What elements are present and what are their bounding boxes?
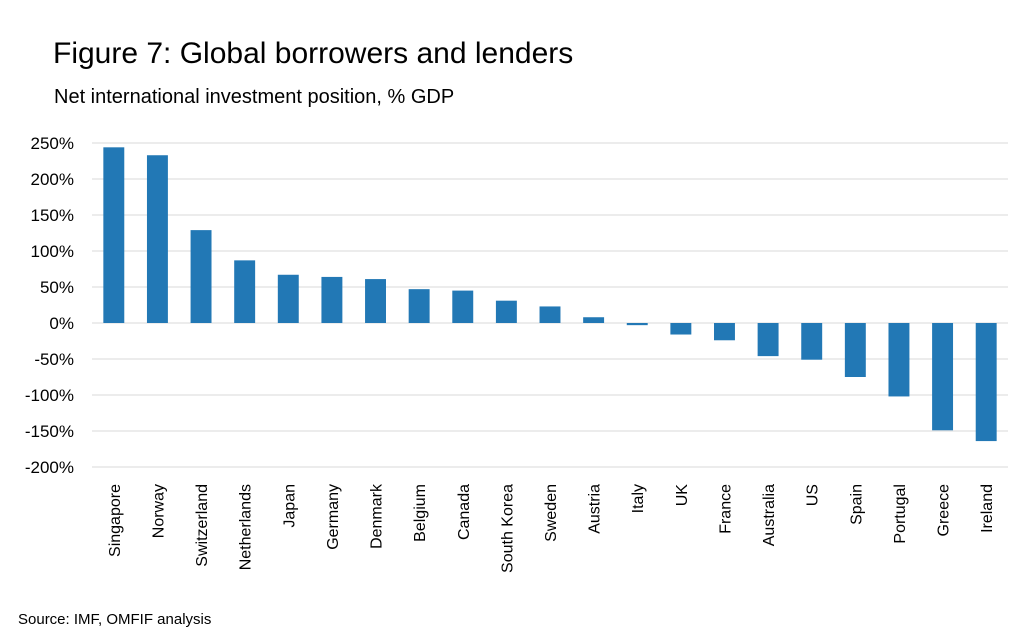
bar-austria: [583, 317, 605, 323]
y-tick-label: -100%: [25, 386, 74, 405]
y-tick-label: 50%: [40, 278, 74, 297]
x-tick-label: Germany: [325, 484, 342, 550]
bar-france: [714, 323, 735, 341]
y-tick-label: 200%: [31, 170, 74, 189]
bars: [103, 147, 997, 442]
x-tick-label: US: [805, 484, 822, 506]
x-tick-label: Canada: [456, 484, 473, 540]
bar-ireland: [975, 323, 997, 442]
y-tick-label: 100%: [31, 242, 74, 261]
x-axis-ticks: Singapore Norway Switzerland Netherlands Jap…: [107, 483, 996, 573]
bar-switzerland: [190, 230, 212, 323]
x-tick-label: Singapore: [107, 484, 124, 557]
y-tick-label: 250%: [31, 134, 74, 153]
x-tick-label: Sweden: [543, 484, 560, 542]
x-tick-label: Belgium: [412, 484, 429, 542]
x-tick-label: Spain: [848, 484, 865, 525]
y-tick-label: -150%: [25, 422, 74, 441]
bar-japan: [277, 274, 299, 323]
y-tick-label: 150%: [31, 206, 74, 225]
bar-south-korea: [495, 300, 517, 323]
bar-italy: [626, 323, 648, 326]
bar-norway: [146, 155, 168, 323]
bar-sweden: [539, 306, 561, 323]
bar-uk: [670, 323, 692, 335]
x-tick-label: UK: [674, 484, 691, 507]
x-tick-label: France: [717, 484, 734, 534]
bar-canada: [452, 290, 474, 323]
y-axis-ticks: 250% 200% 150% 100% 50% 0% -50% -100% -150% -200%: [25, 134, 74, 477]
x-tick-label: Austria: [587, 484, 604, 534]
bar-australia: [757, 323, 779, 357]
x-tick-label: Ireland: [979, 484, 996, 533]
x-tick-label: Greece: [936, 484, 953, 537]
y-tick-label: -50%: [34, 350, 74, 369]
chart-source: Source: IMF, OMFIF analysis: [18, 611, 212, 628]
x-tick-label: Denmark: [369, 483, 386, 549]
y-tick-label: -200%: [25, 458, 74, 477]
bar-netherlands: [234, 260, 256, 323]
x-tick-label: Australia: [761, 484, 778, 546]
x-tick-label: Japan: [281, 484, 298, 528]
bar-belgium: [408, 289, 430, 323]
x-tick-label: Italy: [630, 484, 647, 513]
bar-portugal: [888, 323, 910, 397]
x-tick-label: Portugal: [892, 484, 909, 544]
y-tick-label: 0%: [49, 314, 74, 333]
bar-us: [801, 323, 823, 360]
bar-germany: [321, 276, 343, 323]
chart-subtitle: Net international investment position, %…: [54, 86, 455, 108]
x-tick-label: Netherlands: [238, 484, 255, 570]
bar-denmark: [365, 279, 386, 323]
x-tick-label: Norway: [150, 484, 167, 538]
x-tick-label: South Korea: [499, 484, 516, 573]
bar-spain: [844, 323, 866, 377]
bar-greece: [932, 323, 954, 431]
bar-singapore: [103, 147, 125, 323]
gridlines: [92, 142, 1008, 468]
chart-title: Figure 7: Global borrowers and lenders: [53, 37, 574, 70]
x-tick-label: Switzerland: [194, 484, 211, 567]
